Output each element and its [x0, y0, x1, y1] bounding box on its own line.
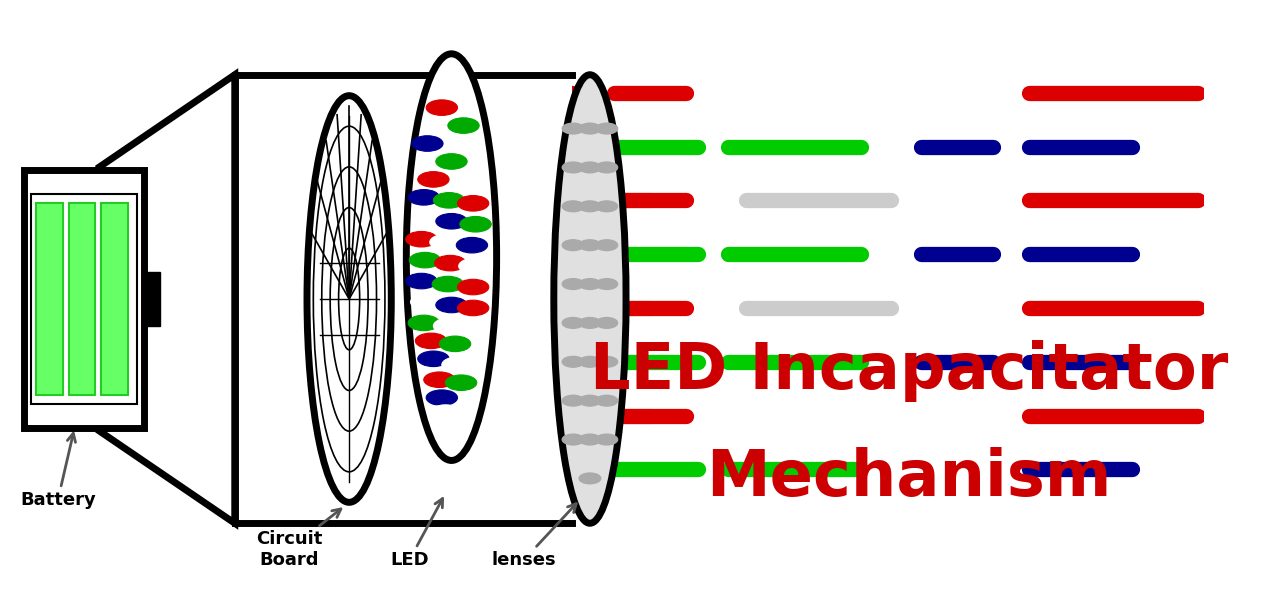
Circle shape — [596, 201, 618, 212]
Text: LED Incapacitator: LED Incapacitator — [590, 340, 1228, 402]
Circle shape — [579, 240, 600, 251]
Circle shape — [596, 162, 618, 173]
Circle shape — [562, 434, 584, 445]
Circle shape — [408, 190, 439, 205]
Circle shape — [458, 258, 490, 274]
Circle shape — [579, 356, 600, 367]
Polygon shape — [234, 75, 572, 523]
Text: LED: LED — [390, 499, 443, 569]
Polygon shape — [69, 203, 95, 395]
Polygon shape — [99, 75, 234, 523]
Polygon shape — [145, 272, 160, 326]
Circle shape — [454, 172, 485, 187]
Circle shape — [562, 279, 584, 289]
Circle shape — [596, 279, 618, 289]
Circle shape — [579, 123, 600, 134]
Ellipse shape — [307, 96, 392, 502]
Circle shape — [435, 297, 467, 313]
Circle shape — [439, 336, 471, 352]
Circle shape — [579, 395, 600, 406]
Circle shape — [579, 162, 600, 173]
Circle shape — [562, 395, 584, 406]
Circle shape — [424, 372, 456, 388]
Circle shape — [435, 154, 467, 169]
Circle shape — [596, 240, 618, 251]
Circle shape — [596, 123, 618, 134]
Circle shape — [596, 395, 618, 406]
Circle shape — [448, 118, 479, 133]
Circle shape — [434, 318, 465, 334]
Circle shape — [411, 294, 442, 310]
Circle shape — [579, 473, 600, 484]
Circle shape — [435, 255, 466, 271]
Circle shape — [596, 434, 618, 445]
Circle shape — [579, 201, 600, 212]
Circle shape — [417, 172, 449, 187]
Circle shape — [596, 356, 618, 367]
Circle shape — [562, 123, 584, 134]
Polygon shape — [101, 203, 128, 395]
Text: Mechanism: Mechanism — [707, 447, 1111, 509]
Circle shape — [456, 237, 488, 253]
Circle shape — [406, 273, 436, 289]
Circle shape — [457, 196, 489, 211]
Circle shape — [434, 193, 465, 208]
Circle shape — [412, 136, 443, 151]
Circle shape — [562, 318, 584, 328]
Text: lenses: lenses — [492, 504, 576, 569]
Circle shape — [412, 210, 443, 226]
Circle shape — [562, 162, 584, 173]
Circle shape — [596, 318, 618, 328]
Circle shape — [433, 276, 463, 292]
Circle shape — [562, 356, 584, 367]
Circle shape — [579, 434, 600, 445]
Circle shape — [460, 216, 492, 232]
Text: Circuit
Board: Circuit Board — [256, 509, 340, 569]
Circle shape — [562, 240, 584, 251]
Ellipse shape — [554, 75, 626, 523]
Circle shape — [562, 201, 584, 212]
Circle shape — [426, 100, 457, 115]
Circle shape — [579, 318, 600, 328]
Circle shape — [579, 279, 600, 289]
Circle shape — [406, 231, 436, 247]
Circle shape — [417, 351, 449, 367]
Circle shape — [430, 405, 461, 420]
Circle shape — [457, 300, 489, 316]
Circle shape — [430, 234, 461, 250]
Polygon shape — [24, 170, 145, 428]
Circle shape — [457, 279, 489, 295]
Circle shape — [445, 375, 476, 390]
Text: Battery: Battery — [20, 434, 96, 509]
Circle shape — [442, 357, 474, 373]
Polygon shape — [36, 203, 63, 395]
Ellipse shape — [406, 54, 497, 460]
Circle shape — [415, 333, 447, 349]
Circle shape — [408, 315, 439, 331]
Circle shape — [410, 252, 440, 268]
Circle shape — [435, 213, 467, 229]
Circle shape — [426, 390, 457, 405]
